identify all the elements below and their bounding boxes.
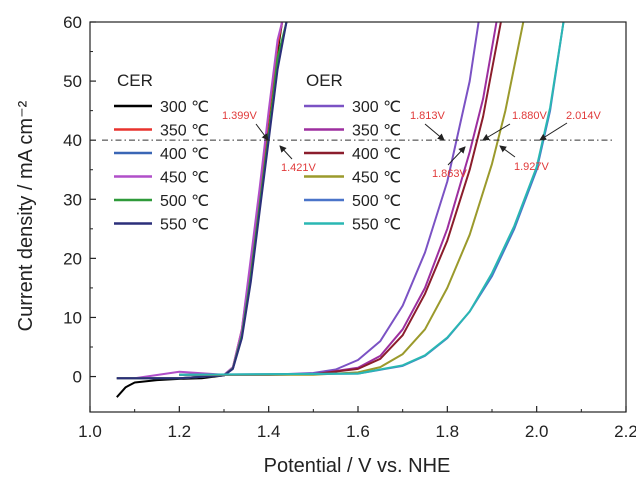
annotation-label: 1.421V (281, 162, 317, 174)
annotation-label: 1.813V (410, 110, 446, 122)
legend-label-oer: 400 ℃ (352, 146, 401, 163)
legend-label-cer: 550 ℃ (160, 217, 209, 234)
legend-title-cer: CER (117, 71, 153, 90)
x-tick-label: 1.0 (78, 422, 102, 441)
annotation-arrow (279, 145, 293, 160)
legend-label-oer: 300 ℃ (352, 99, 401, 116)
x-tick-label: 2.0 (525, 422, 549, 441)
legend-label-oer: 350 ℃ (352, 123, 401, 140)
legend-title-oer: OER (306, 71, 343, 90)
x-tick-label: 1.4 (257, 422, 281, 441)
annotation-arrow (447, 146, 466, 166)
legend: CER 300 ℃ 350 ℃ 400 ℃ 450 ℃ 500 ℃ 550 ℃ OER 300 … (114, 71, 401, 234)
series-line-oer-11 (179, 22, 565, 376)
legend-label-cer: 350 ℃ (160, 123, 209, 140)
annotation-label: 1.880V (512, 110, 548, 122)
legend-label-cer: 450 ℃ (160, 170, 209, 187)
x-tick-label: 1.2 (168, 422, 192, 441)
legend-label-oer: 450 ℃ (352, 170, 401, 187)
annotations: 1.399V 1.421V 1.813V 1.863V 1.880V 1.927V 2.01… (222, 110, 602, 180)
annotation-arrow (424, 123, 445, 141)
annotation-arrow (482, 123, 511, 141)
y-tick-label: 30 (63, 190, 82, 209)
y-tick-label: 40 (63, 131, 82, 150)
y-tick-label: 20 (63, 249, 82, 268)
x-tick-label: 1.6 (346, 422, 370, 441)
annotation-arrow (499, 145, 516, 158)
x-axis-title: Potential / V vs. NHE (264, 455, 451, 477)
annotation-arrow (539, 122, 568, 141)
legend-label-cer: 300 ℃ (160, 99, 209, 116)
x-tick-label: 1.8 (436, 422, 460, 441)
y-tick-label: 50 (63, 72, 82, 91)
annotation-label: 1.863V (432, 168, 468, 180)
y-tick-label: 60 (63, 13, 82, 32)
annotation-label: 1.927V (514, 161, 550, 173)
x-tick-label: 2.2 (614, 422, 636, 441)
legend-label-oer: 550 ℃ (352, 217, 401, 234)
series-lines (116, 22, 565, 398)
y-axis-title: Current density / mA cm⁻² (15, 100, 37, 331)
series-line-cer-5 (116, 22, 288, 380)
legend-label-cer: 500 ℃ (160, 193, 209, 210)
legend-label-cer: 400 ℃ (160, 146, 209, 163)
annotation-arrow (255, 123, 269, 141)
annotation-label: 1.399V (222, 110, 258, 122)
y-tick-label: 10 (63, 308, 82, 327)
legend-label-oer: 500 ℃ (352, 193, 401, 210)
axis-ticks: 1.0 1.2 1.4 1.6 1.8 2.0 2.2 0 10 20 30 40 50 60 (63, 13, 636, 441)
y-tick-label: 0 (73, 368, 82, 387)
annotation-label: 2.014V (566, 110, 602, 122)
